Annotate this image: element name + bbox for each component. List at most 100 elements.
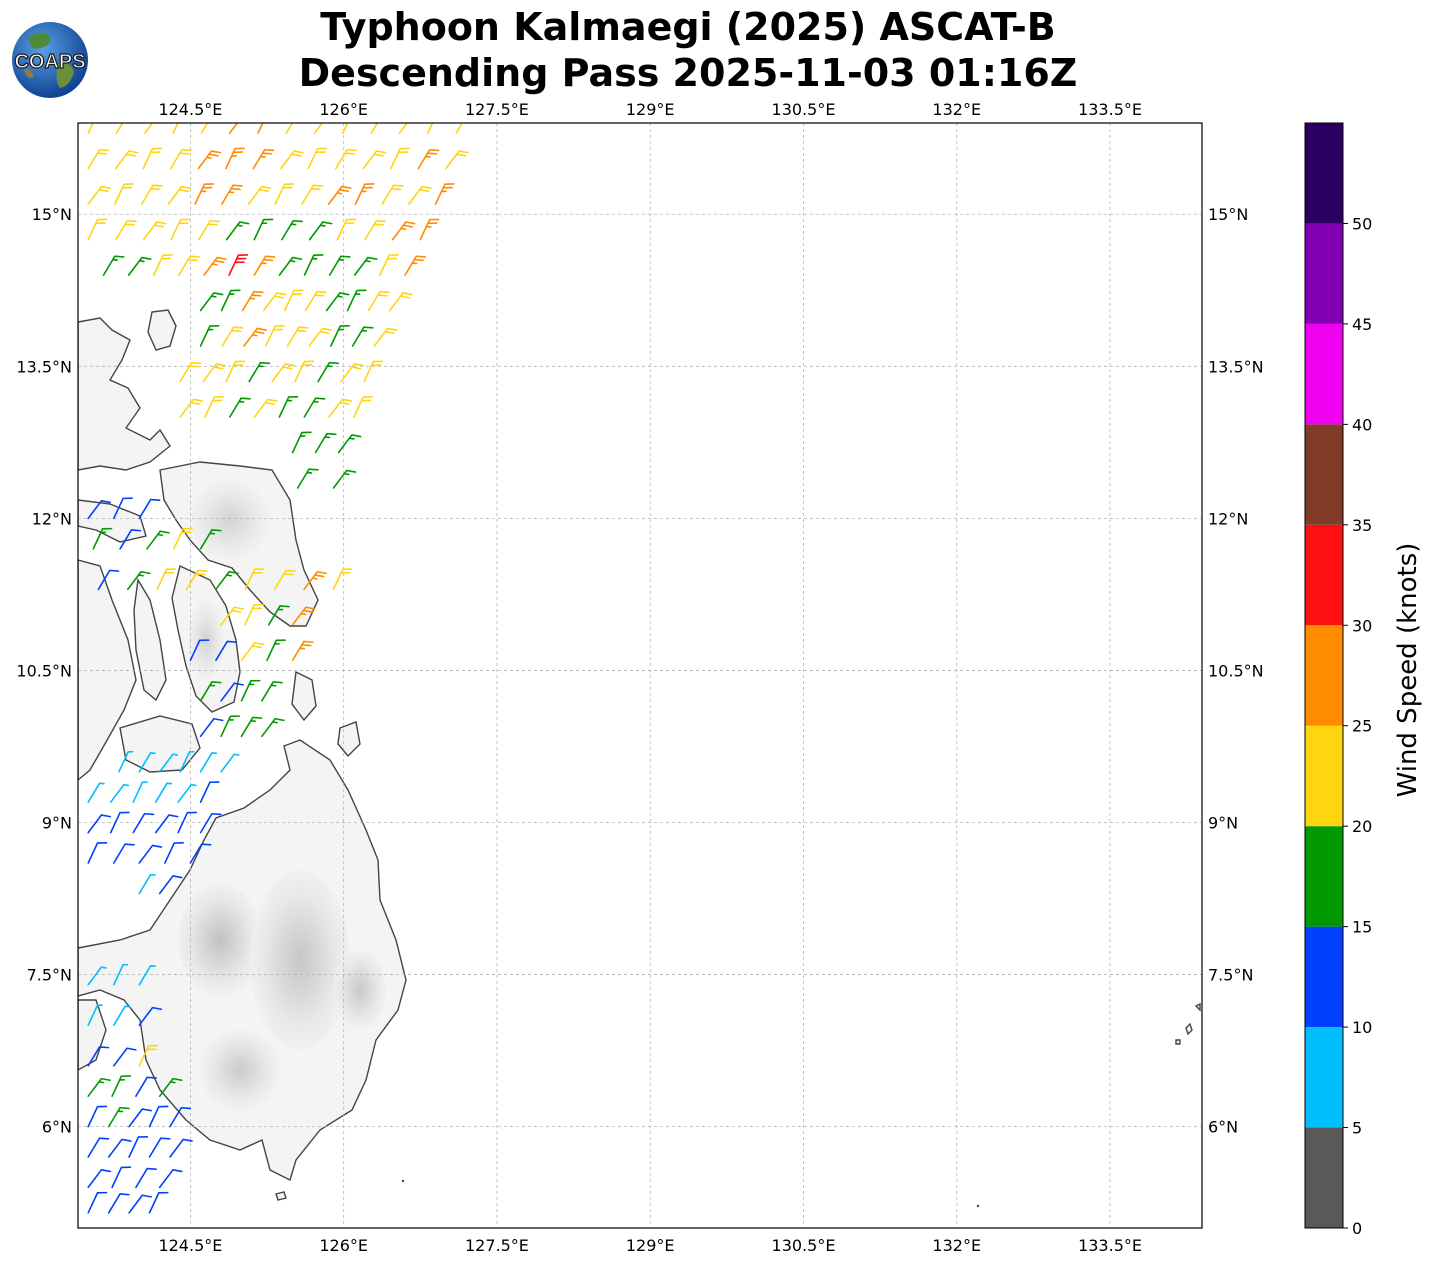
- wind-barb-shape: [215, 570, 239, 591]
- wind-barb: [244, 568, 265, 591]
- wind-barb-shape: [114, 150, 139, 170]
- wind-barb: [367, 290, 390, 312]
- wind-barb: [240, 641, 265, 662]
- wind-barb-shape: [169, 148, 192, 170]
- wind-barb: [225, 360, 246, 383]
- wind-barb: [351, 326, 374, 347]
- mindanao-terrain-west: [178, 884, 262, 996]
- wind-barb: [200, 123, 223, 134]
- wind-barb-shape: [241, 290, 264, 312]
- palau-islet-1: [1185, 1022, 1193, 1036]
- wind-barb-shape: [286, 326, 309, 347]
- wind-barb: [279, 150, 304, 170]
- land-layer: [78, 309, 1201, 1208]
- map-tick-labels: 124.5°E 124.5°E 126°E 126°E 127.5°E 127.5°E 12…: [16, 100, 1263, 1255]
- wind-barb: [362, 150, 387, 170]
- wind-barb: [244, 603, 264, 626]
- wind-barb: [291, 606, 316, 626]
- wind-barb: [169, 148, 192, 170]
- wind-barb: [199, 781, 220, 804]
- wind-barb-shape: [142, 221, 167, 241]
- wind-barb: [391, 221, 416, 241]
- wind-barb-shape: [140, 184, 163, 205]
- palau-islet-2: [1175, 1039, 1181, 1045]
- wind-barb-shape: [198, 219, 220, 241]
- wind-barb: [87, 782, 105, 804]
- wind-barb-shape: [189, 843, 212, 864]
- wind-barb-shape: [158, 1169, 183, 1189]
- wind-barb-shape: [291, 606, 316, 626]
- wind-barb: [138, 844, 163, 864]
- wind-barb-shape: [115, 219, 137, 241]
- wind-barb: [220, 753, 240, 773]
- wind-barb: [294, 360, 315, 383]
- wind-barb: [317, 361, 340, 383]
- lat-tick-left: 12°N: [32, 509, 72, 528]
- panay-negros-coast: [78, 559, 137, 781]
- wind-barb-shape: [240, 716, 263, 738]
- wind-barb-shape: [308, 221, 333, 241]
- wind-barb-shape: [203, 256, 227, 276]
- wind-barb-shape: [138, 498, 161, 520]
- mindanao-terrain-south: [200, 1030, 280, 1110]
- wind-barb: [253, 398, 278, 418]
- wind-barb: [115, 219, 137, 241]
- wind-barb: [215, 570, 239, 591]
- wind-barb-shape: [128, 1108, 152, 1128]
- wind-barb: [221, 326, 244, 347]
- wind-barb: [264, 325, 285, 347]
- wind-barb: [203, 256, 227, 276]
- colorbar-bin: [1305, 1027, 1343, 1128]
- wind-barb-shape: [327, 185, 352, 205]
- wind-barb-shape: [264, 325, 285, 347]
- wind-barb: [164, 842, 184, 864]
- wind-barb: [308, 327, 333, 347]
- wind-barb-shape: [92, 527, 113, 550]
- wind-barb-shape: [228, 123, 253, 134]
- wind-barb: [404, 255, 427, 276]
- wind-barb: [304, 290, 327, 312]
- colorbar-bin: [1305, 123, 1343, 224]
- wind-barb-shape: [308, 327, 333, 347]
- wind-barb-shape: [158, 875, 183, 895]
- wind-barb: [170, 218, 191, 241]
- wind-barb: [138, 752, 156, 773]
- wind-barb: [330, 325, 350, 347]
- wind-barb-shape: [373, 327, 398, 347]
- wind-barb-shape: [114, 183, 134, 205]
- wind-barb-shape: [132, 812, 155, 834]
- wind-barb: [215, 640, 237, 662]
- wind-barb: [363, 360, 384, 383]
- wind-barb-shape: [253, 398, 278, 418]
- wind-barb-shape: [328, 398, 352, 418]
- wind-barb-shape: [87, 782, 105, 804]
- wind-barb-shape: [296, 468, 319, 489]
- wind-barb-shape: [148, 1105, 169, 1128]
- wind-barb: [138, 1044, 159, 1067]
- islet-south: [275, 1191, 287, 1201]
- wind-barb-shape: [138, 1006, 163, 1026]
- wind-barb: [158, 1169, 183, 1189]
- wind-barb-shape: [132, 781, 148, 804]
- wind-barb-shape: [229, 397, 251, 418]
- wind-barb-shape: [170, 218, 191, 241]
- wind-barb-shape: [225, 221, 250, 241]
- wind-barb-shape: [199, 717, 224, 738]
- wind-barb-shape: [87, 218, 108, 241]
- wind-barb: [87, 148, 110, 170]
- lat-tick-left: 7.5°N: [27, 966, 72, 985]
- wind-barb: [135, 1076, 157, 1097]
- wind-barb: [132, 812, 155, 834]
- wind-barb-shape: [455, 123, 478, 134]
- wind-barb: [240, 679, 261, 702]
- wind-barb: [274, 183, 295, 205]
- wind-barb: [114, 150, 139, 170]
- wind-barb-shape: [128, 1194, 152, 1214]
- wind-barb-shape: [354, 183, 375, 205]
- wind-barb-shape: [362, 150, 387, 170]
- wind-barb-shape: [87, 1046, 110, 1067]
- wind-barb-shape: [107, 1193, 130, 1214]
- colorbar-bin: [1305, 323, 1343, 425]
- wind-barb-shape: [225, 360, 246, 383]
- wind-barb: [199, 752, 218, 773]
